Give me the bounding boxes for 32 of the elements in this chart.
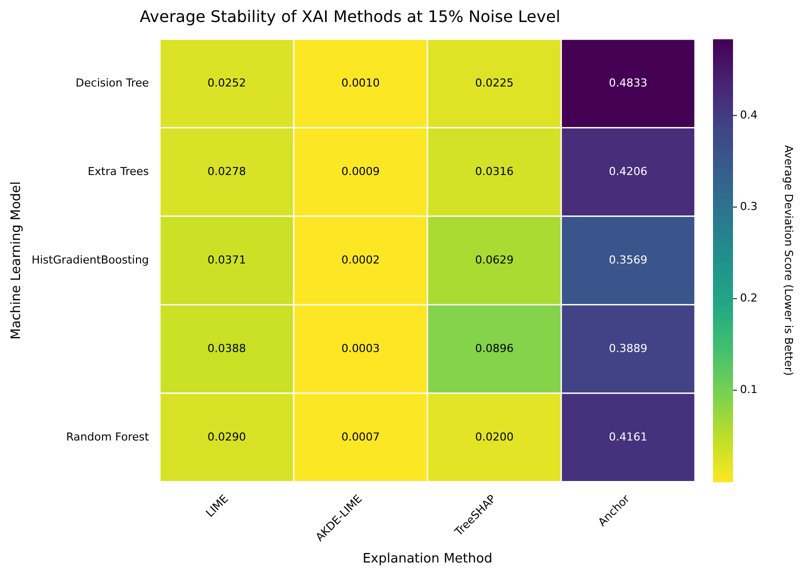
- data-label: 0.0278: [208, 164, 246, 178]
- data-label: 0.0388: [208, 342, 246, 355]
- data-label: 0.3569: [608, 253, 648, 266]
- data-label: 0.4833: [608, 76, 648, 90]
- color-bar-label: 0.4: [740, 108, 758, 122]
- x-axis-title: Explanation Method: [362, 552, 492, 567]
- color-bar-label: 0.3: [740, 200, 758, 213]
- data-label: 0.0371: [208, 253, 246, 266]
- color-bar-title: Average Deviation Score (Lower is Better): [782, 145, 796, 376]
- y-tick-label: Decision Tree: [76, 76, 150, 90]
- data-label: 0.0200: [475, 430, 514, 444]
- data-label: 0.0629: [475, 253, 514, 266]
- data-label: 0.4206: [608, 164, 648, 178]
- y-tick-label: HistGradientBoosting: [32, 253, 149, 266]
- data-label: 0.0896: [475, 342, 514, 355]
- data-label: 0.0316: [475, 164, 514, 178]
- data-label: 0.0007: [341, 430, 380, 444]
- y-axis-title: Machine Learning Model: [9, 181, 24, 340]
- y-tick-label: Extra Trees: [88, 164, 150, 178]
- data-label: 0.0010: [341, 76, 380, 90]
- color-bar-label: 0.2: [740, 292, 758, 305]
- data-label: 0.0252: [208, 76, 246, 90]
- data-label: 0.0225: [475, 76, 514, 90]
- data-label: 0.4161: [608, 430, 648, 444]
- color-bar-label: 0.1: [740, 383, 758, 396]
- data-label: 0.0290: [208, 430, 246, 444]
- data-label: 0.0003: [341, 342, 380, 355]
- data-label: 0.0002: [341, 253, 380, 266]
- chart-title: Average Stability of XAI Methods at 15% Noise Level: [140, 6, 560, 26]
- y-tick-label: Random Forest: [66, 430, 150, 444]
- data-label: 0.0009: [341, 164, 380, 178]
- data-label: 0.3889: [608, 342, 648, 355]
